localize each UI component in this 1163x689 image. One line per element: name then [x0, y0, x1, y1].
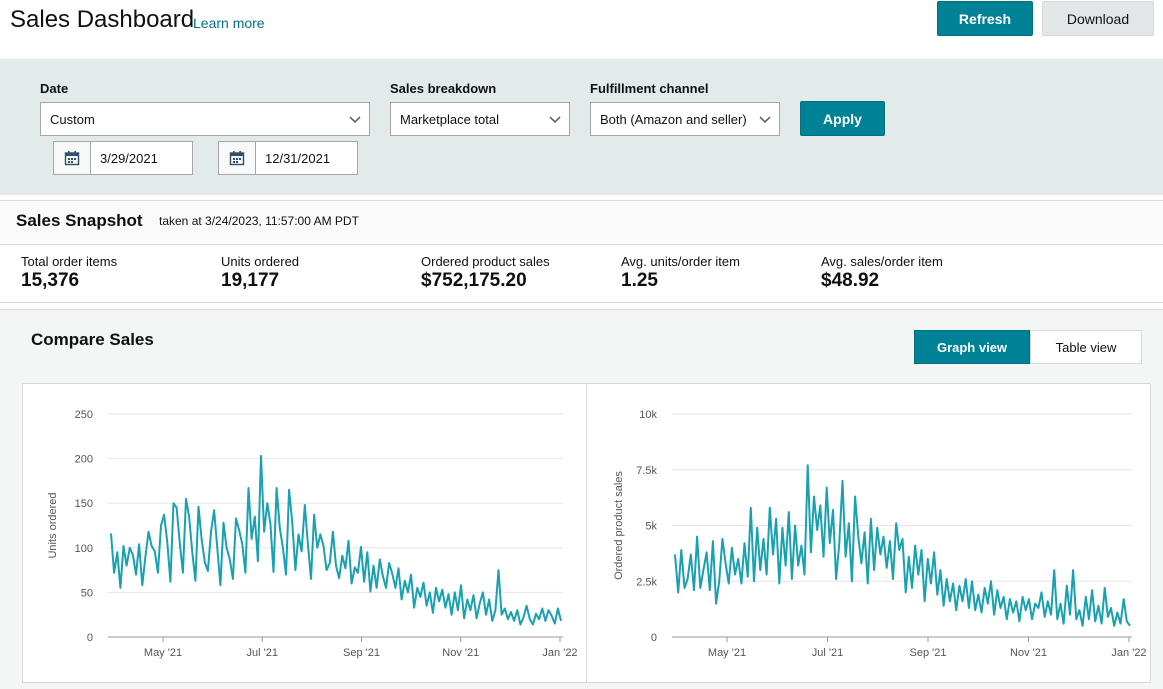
date-label: Date: [40, 81, 69, 96]
metric-value: $48.92: [821, 270, 880, 291]
units-ordered-chart-panel: 0 50 100 150 200 250 May '21 Jul '21 Sep '21 Nov …: [22, 383, 587, 683]
calendar-icon[interactable]: [219, 142, 256, 174]
breakdown-label: Sales breakdown: [390, 81, 497, 96]
x-tick-label: Nov '21: [442, 647, 479, 659]
x-tick-label: Sep '21: [910, 647, 947, 659]
metric-ordered-product-sales: Ordered product sales $752,175.20: [421, 254, 550, 292]
product-sales-chart-panel: 0 2.5k 5k 7.5k 10k May '21 Jul '21 Sep '21 Nov '…: [586, 383, 1151, 683]
channel-select[interactable]: Both (Amazon and seller): [590, 102, 780, 136]
apply-button[interactable]: Apply: [800, 101, 885, 136]
y-axis-label: Units ordered: [47, 492, 59, 558]
snapshot-title: Sales Snapshot: [16, 211, 143, 230]
metric-value: 1.25: [621, 270, 658, 291]
y-tick-label: 7.5k: [636, 465, 657, 477]
snapshot-header: Sales Snapshot taken at 3/24/2023, 11:57…: [0, 201, 1163, 245]
end-date-value: 12/31/2021: [265, 150, 331, 166]
series-line: [110, 454, 562, 626]
product-sales-chart: 0 2.5k 5k 7.5k 10k May '21 Jul '21 Sep '21 Nov '…: [613, 409, 1147, 659]
x-tick-label: Sep '21: [343, 647, 380, 659]
channel-label: Fulfillment channel: [590, 81, 709, 96]
y-tick-label: 250: [75, 409, 93, 421]
y-tick-label: 5k: [645, 521, 657, 533]
chevron-down-icon: [549, 116, 561, 124]
sales-snapshot: Sales Snapshot taken at 3/24/2023, 11:57…: [0, 200, 1163, 303]
start-date-value: 3/29/2021: [100, 150, 158, 166]
x-tick-label: May '21: [708, 647, 746, 659]
compare-sales-title: Compare Sales: [31, 330, 154, 349]
metric-avg-units-per-order-item: Avg. units/order item 1.25: [621, 254, 740, 292]
metric-label: Ordered product sales: [421, 254, 550, 269]
x-tick-label: Jul '21: [247, 647, 278, 659]
y-tick-label: 150: [75, 498, 93, 510]
units-ordered-chart: 0 50 100 150 200 250 May '21 Jul '21 Sep '21 Nov …: [47, 409, 578, 659]
y-tick-label: 0: [87, 632, 93, 644]
filter-panel: Date Custom 3/29/2021 12/31/2021 Sales b…: [0, 59, 1163, 195]
snapshot-timestamp: taken at 3/24/2023, 11:57:00 AM PDT: [159, 214, 359, 228]
breakdown-select-value: Marketplace total: [400, 111, 499, 127]
calendar-icon[interactable]: [54, 142, 91, 174]
x-tick-label: Jan '22: [542, 647, 577, 659]
metric-label: Avg. units/order item: [621, 254, 740, 269]
metric-total-order-items: Total order items 15,376: [21, 254, 117, 292]
y-tick-label: 100: [75, 543, 93, 555]
breakdown-select[interactable]: Marketplace total: [390, 102, 570, 136]
x-tick-label: Jul '21: [812, 647, 843, 659]
start-date-field[interactable]: 3/29/2021: [53, 141, 193, 175]
x-tick-label: Nov '21: [1010, 647, 1047, 659]
y-tick-label: 10k: [639, 409, 657, 421]
date-select-value: Custom: [50, 111, 95, 127]
y-tick-label: 50: [81, 587, 93, 599]
metric-value: 19,177: [221, 270, 280, 291]
metric-value: 15,376: [21, 270, 80, 291]
end-date-field[interactable]: 12/31/2021: [218, 141, 358, 175]
top-bar: Sales Dashboard Learn more Refresh Downl…: [0, 0, 1163, 59]
metric-value: $752,175.20: [421, 270, 527, 291]
refresh-button[interactable]: Refresh: [937, 1, 1033, 36]
y-tick-label: 0: [651, 632, 657, 644]
y-tick-label: 200: [75, 454, 93, 466]
chevron-down-icon: [759, 116, 771, 124]
chevron-down-icon: [349, 116, 361, 124]
x-tick-label: May '21: [144, 647, 182, 659]
compare-sales-section: Compare Sales Graph view Table view 0 50 1…: [0, 309, 1163, 689]
page-title: Sales Dashboard: [10, 6, 195, 33]
download-button[interactable]: Download: [1042, 1, 1154, 36]
channel-select-value: Both (Amazon and seller): [600, 111, 747, 127]
metric-label: Units ordered: [221, 254, 300, 269]
learn-more-link[interactable]: Learn more: [193, 15, 265, 31]
series-line: [674, 464, 1131, 627]
graph-view-button[interactable]: Graph view: [914, 330, 1030, 364]
x-tick-label: Jan '22: [1111, 647, 1146, 659]
y-tick-label: 2.5k: [636, 576, 657, 588]
metric-avg-sales-per-order-item: Avg. sales/order item $48.92: [821, 254, 943, 292]
table-view-button[interactable]: Table view: [1030, 330, 1142, 364]
metric-units-ordered: Units ordered 19,177: [221, 254, 299, 292]
metric-label: Avg. sales/order item: [821, 254, 943, 269]
date-select[interactable]: Custom: [40, 102, 370, 136]
y-axis-label: Ordered product sales: [613, 471, 625, 580]
metric-label: Total order items: [21, 254, 118, 269]
